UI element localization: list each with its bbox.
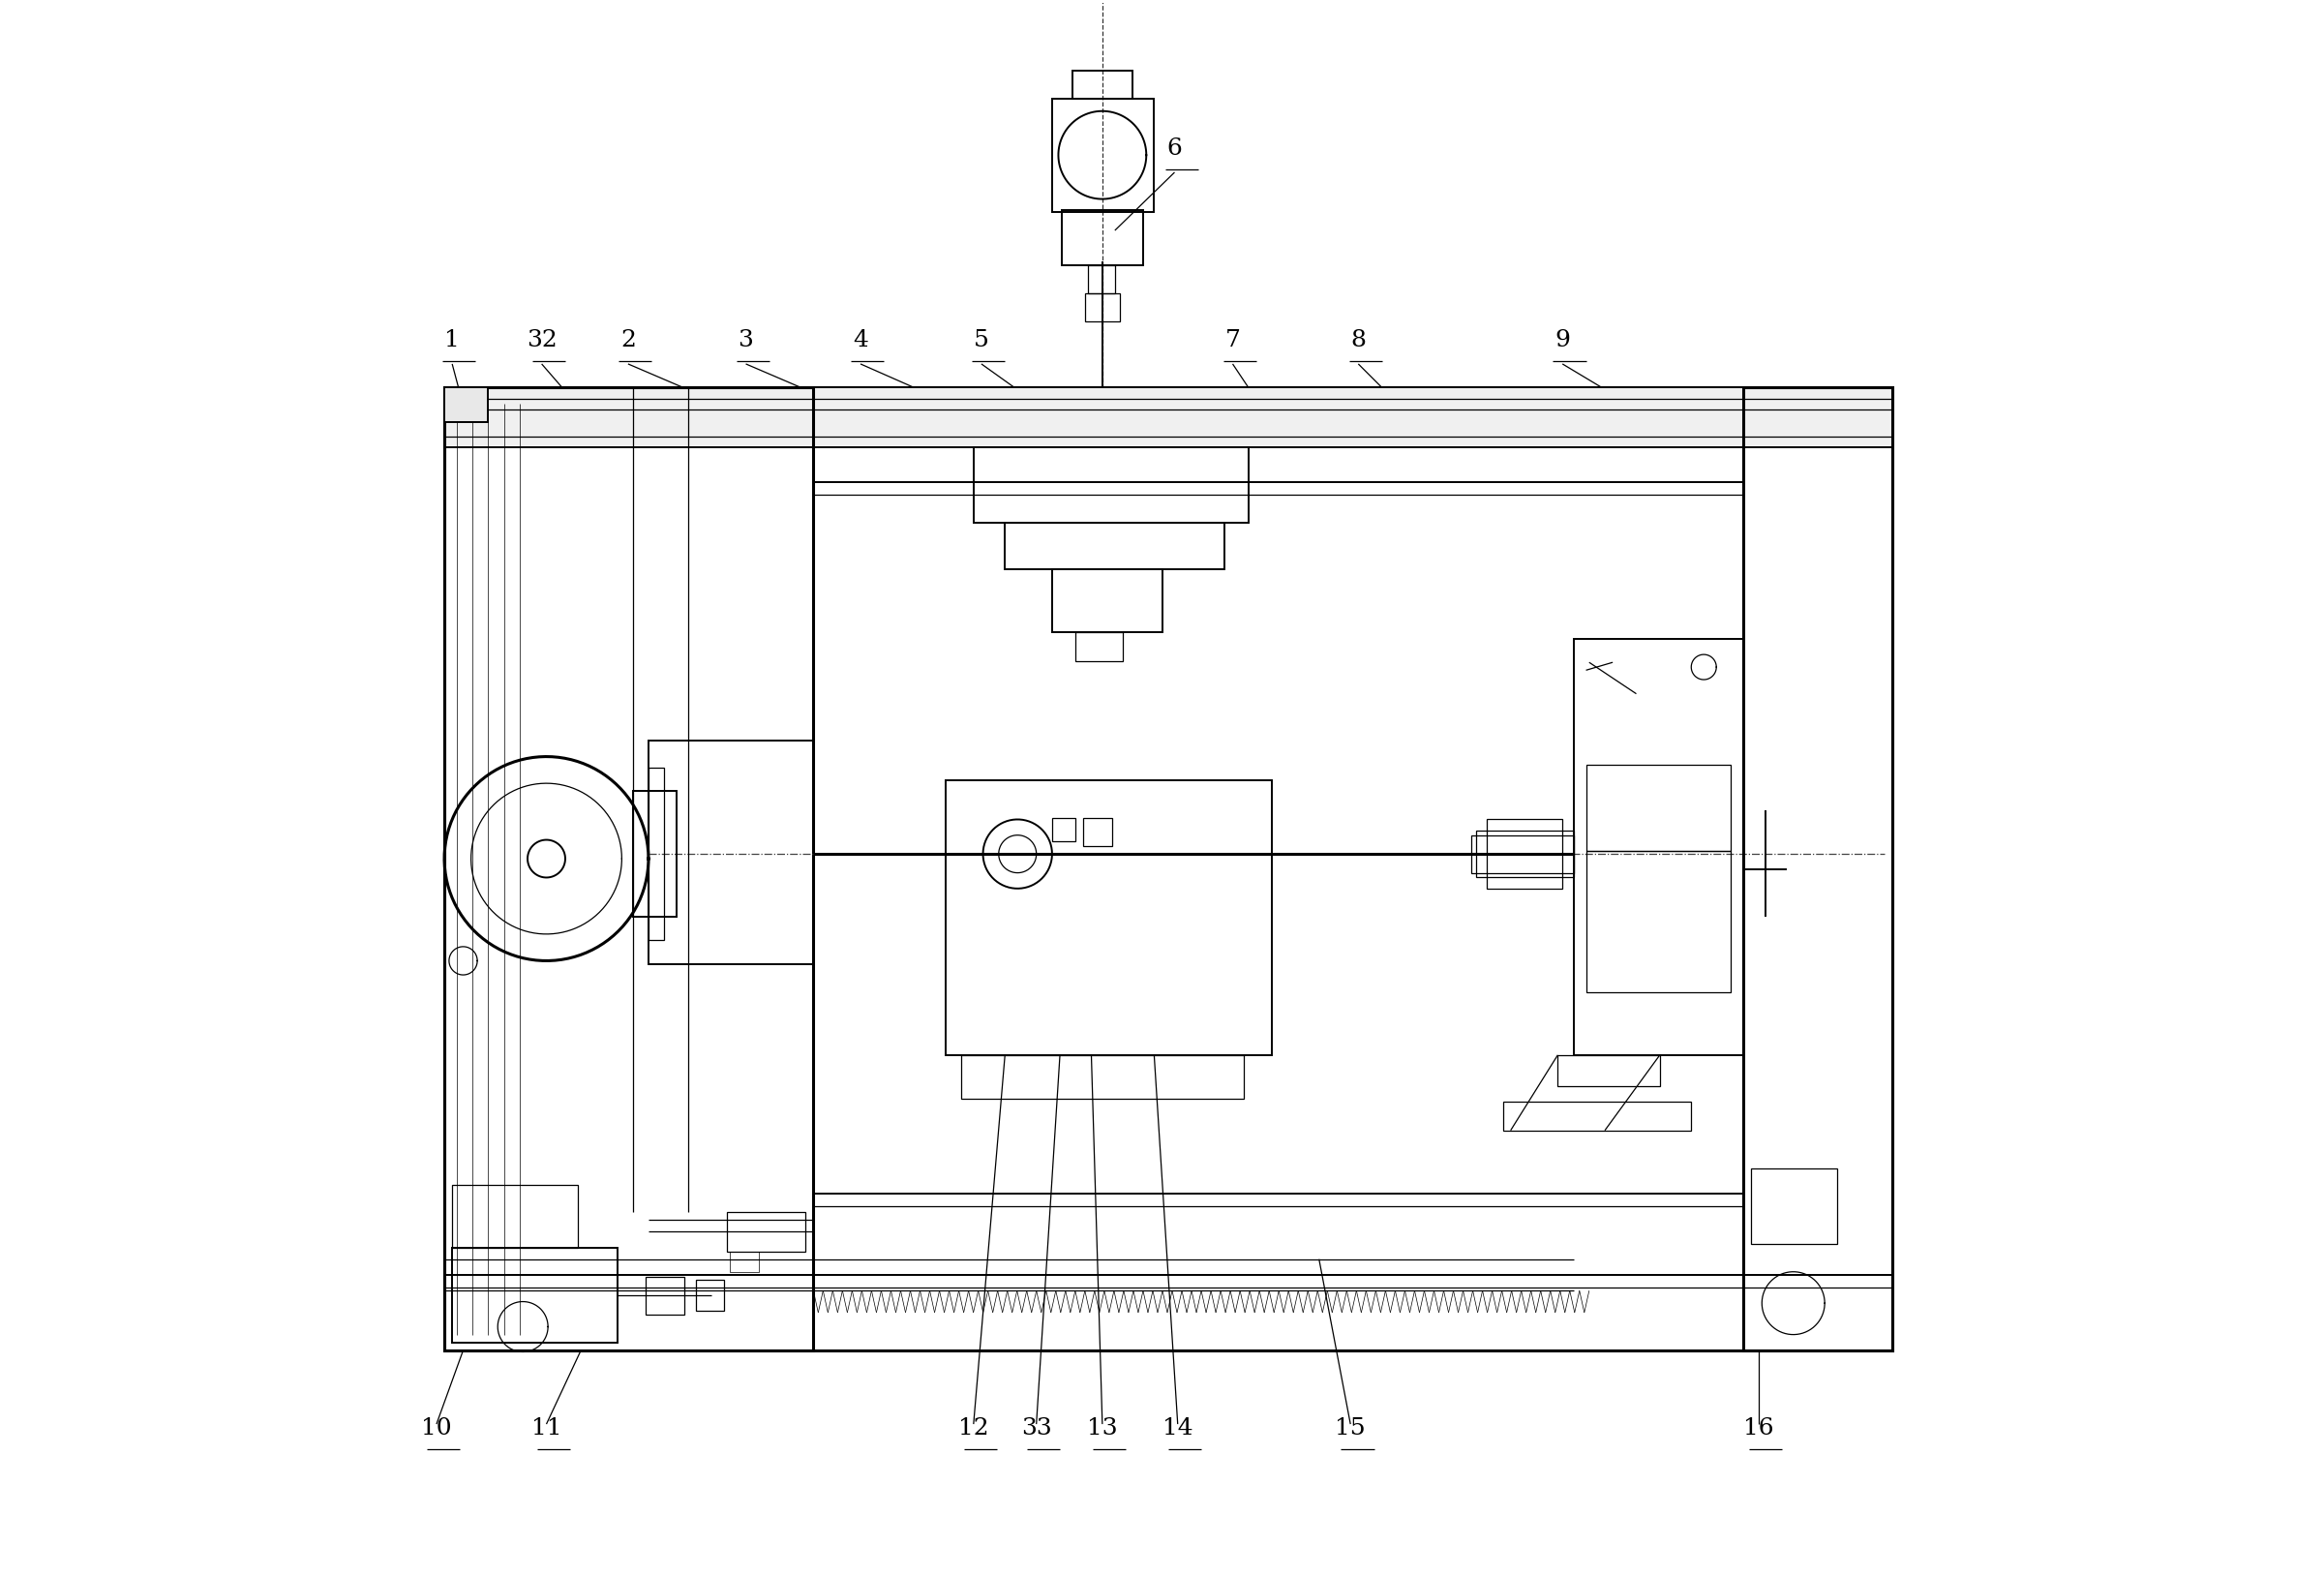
Text: 7: 7 [1225,329,1241,351]
Text: 32: 32 [525,329,558,351]
Text: 16: 16 [1743,1417,1773,1440]
Bar [1071,71,1132,98]
Bar [453,1248,618,1343]
Bar [648,741,813,965]
Bar [1004,523,1225,569]
Text: 15: 15 [1336,1417,1367,1440]
Bar [1585,764,1731,851]
Bar [974,448,1248,523]
Bar [648,768,665,941]
Bar [1573,638,1743,1054]
Bar [1076,632,1122,660]
Bar [444,388,1892,448]
Bar [730,1251,758,1272]
Bar [1750,1168,1838,1243]
Bar [1585,851,1731,993]
Bar [444,388,1892,1351]
Text: 3: 3 [739,329,753,351]
Text: 6: 6 [1167,137,1183,159]
Bar [1053,569,1162,632]
Bar [1471,835,1573,873]
Bar [1504,1102,1692,1130]
Text: 11: 11 [532,1417,562,1440]
Bar [1487,820,1562,889]
Text: 13: 13 [1088,1417,1118,1440]
Bar [444,388,813,1351]
Text: 8: 8 [1350,329,1367,351]
Bar [1053,818,1076,842]
Bar [727,1212,806,1251]
Text: 2: 2 [621,329,637,351]
Text: 9: 9 [1555,329,1571,351]
Text: 4: 4 [853,329,869,351]
Bar [1743,388,1892,1351]
Bar [1557,1054,1659,1086]
Text: 33: 33 [1020,1417,1053,1440]
Bar [632,791,676,917]
Bar [646,1277,686,1314]
Bar [1088,265,1116,293]
Text: 12: 12 [957,1417,988,1440]
Text: 5: 5 [974,329,990,351]
Bar [962,1054,1243,1098]
Bar [444,388,488,422]
Text: 14: 14 [1162,1417,1192,1440]
Bar [1053,98,1155,211]
Bar [695,1280,723,1311]
Bar [1476,831,1573,878]
Bar [1085,293,1120,322]
Bar [946,780,1271,1054]
Bar [453,1185,579,1248]
Bar [1062,210,1143,265]
Text: 1: 1 [444,329,460,351]
Bar [1083,818,1111,846]
Text: 10: 10 [421,1417,451,1440]
